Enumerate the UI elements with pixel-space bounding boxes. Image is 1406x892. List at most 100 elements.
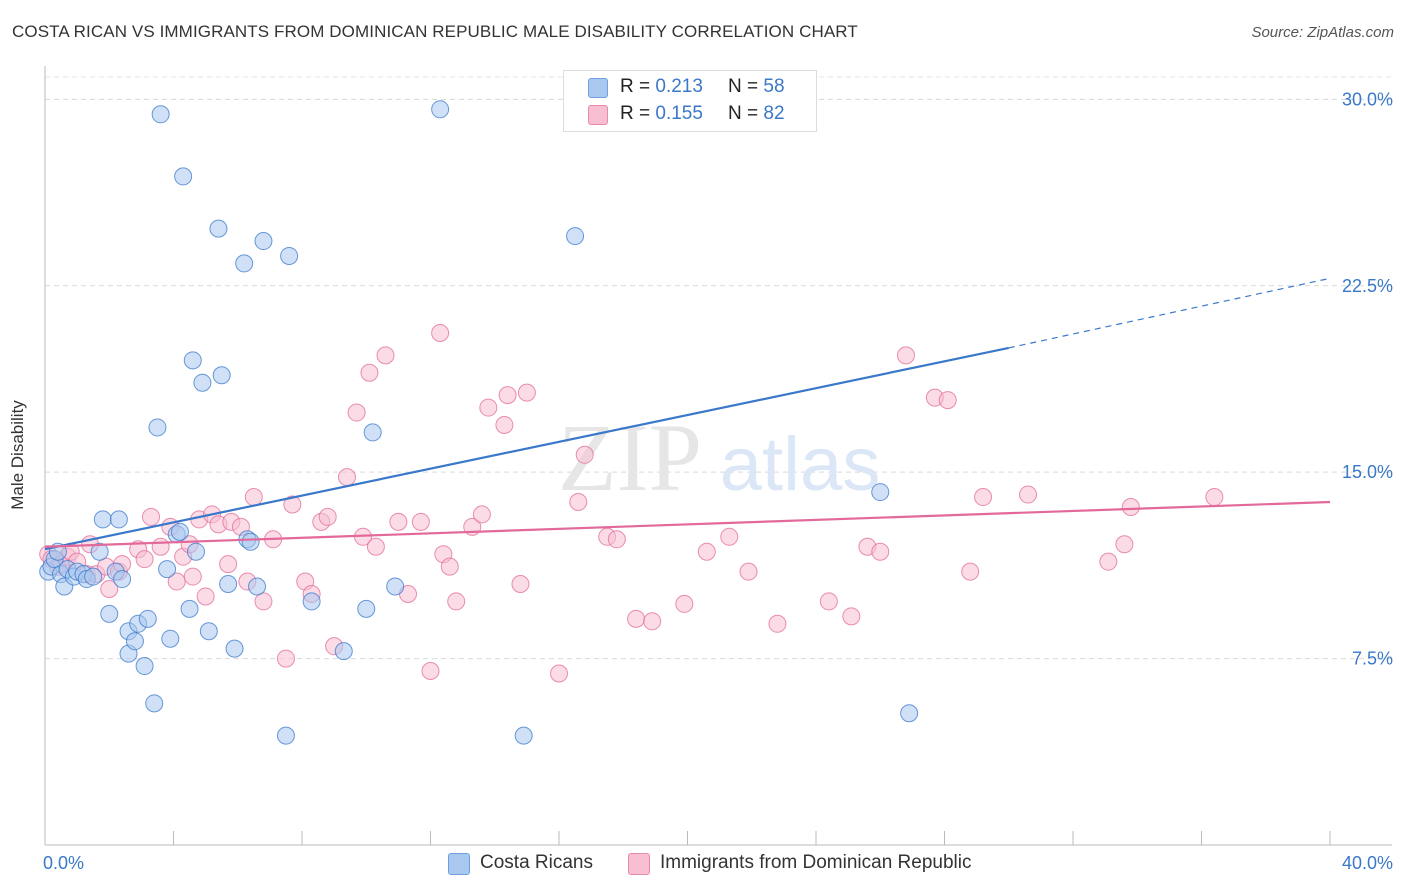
y-tick-label: 7.5% xyxy=(1352,649,1393,669)
data-point xyxy=(158,560,177,579)
data-point xyxy=(254,232,273,251)
data-point xyxy=(974,488,993,507)
data-point xyxy=(607,530,626,549)
data-point xyxy=(357,599,376,618)
data-point xyxy=(566,227,585,246)
data-point xyxy=(900,704,919,723)
data-point xyxy=(334,642,353,661)
data-point xyxy=(871,542,890,561)
data-point xyxy=(938,391,957,410)
data-point xyxy=(819,592,838,611)
data-point xyxy=(248,577,267,596)
data-point xyxy=(347,403,366,422)
data-point xyxy=(142,507,161,526)
data-point xyxy=(768,614,787,633)
data-point xyxy=(167,572,186,591)
data-point xyxy=(280,246,299,265)
data-point xyxy=(720,527,739,546)
data-point xyxy=(569,493,588,512)
data-point xyxy=(225,639,244,658)
data-point xyxy=(1019,485,1038,504)
data-point xyxy=(697,542,716,561)
data-point xyxy=(318,507,337,526)
data-point xyxy=(479,398,498,417)
data-point xyxy=(151,537,170,556)
data-point xyxy=(276,649,295,668)
data-point xyxy=(219,555,238,574)
tick-labels: 7.5% 15.0% 22.5% 30.0% 0.0% 40.0% xyxy=(43,89,1393,873)
data-point xyxy=(550,664,568,683)
legend-r-dominican: R = 0.155 xyxy=(620,103,703,124)
data-point xyxy=(193,373,212,392)
data-point xyxy=(431,324,450,342)
data-point xyxy=(302,592,321,611)
data-point xyxy=(1115,535,1134,554)
data-point xyxy=(244,488,263,507)
y-tick-label: 22.5% xyxy=(1342,276,1393,296)
y-axis-label: Male Disability xyxy=(8,400,27,510)
data-point xyxy=(1121,497,1140,516)
y-tick-label: 15.0% xyxy=(1342,462,1393,482)
data-point xyxy=(145,694,164,713)
data-point xyxy=(254,592,273,611)
data-point xyxy=(337,468,356,487)
legend-label-dominican: Immigrants from Dominican Republic xyxy=(660,852,972,873)
data-point xyxy=(196,587,215,606)
source-label: Source: ZipAtlas.com xyxy=(1251,24,1394,41)
data-point xyxy=(447,592,466,611)
data-point xyxy=(186,542,205,561)
data-point xyxy=(1205,488,1224,507)
legend-swatch-costa-rican xyxy=(588,78,608,98)
chart-title: COSTA RICAN VS IMMIGRANTS FROM DOMINICAN… xyxy=(12,22,858,41)
trend-extension-costa-rican xyxy=(1008,277,1331,349)
x-tick-label-min: 0.0% xyxy=(43,853,84,873)
data-point xyxy=(135,550,154,569)
data-point xyxy=(93,510,112,529)
data-point xyxy=(212,366,231,385)
data-point xyxy=(643,612,662,631)
legend-r-costa-rican: R = 0.213 xyxy=(620,76,703,97)
grid-lines xyxy=(45,76,1392,660)
data-point xyxy=(100,580,119,598)
legend-swatch-dominican xyxy=(588,105,608,125)
data-point xyxy=(90,542,109,561)
data-point xyxy=(366,537,385,556)
data-point xyxy=(389,512,408,531)
data-point xyxy=(138,609,157,628)
data-point xyxy=(199,622,218,641)
data-point xyxy=(1099,552,1118,571)
trend-line-costa-rican xyxy=(44,346,1009,551)
data-point xyxy=(209,219,228,238)
axes xyxy=(44,66,1392,846)
data-point xyxy=(235,254,254,273)
data-point xyxy=(575,445,594,464)
data-point xyxy=(183,351,202,370)
data-point xyxy=(148,418,167,437)
data-point xyxy=(161,629,180,648)
data-point xyxy=(109,510,128,529)
data-point xyxy=(84,567,103,586)
data-point xyxy=(739,562,758,581)
data-point xyxy=(283,495,302,514)
trend-line-dominican xyxy=(44,500,1331,548)
data-point xyxy=(627,609,646,628)
data-point xyxy=(219,575,238,594)
legend-swatch-costa-ricans xyxy=(448,853,470,875)
data-point xyxy=(871,483,890,502)
series-legend: Costa Ricans Immigrants from Dominican R… xyxy=(0,852,1406,876)
data-point xyxy=(170,522,189,541)
data-point xyxy=(511,575,530,594)
data-point xyxy=(386,577,405,596)
data-point xyxy=(961,562,980,581)
data-point xyxy=(842,607,861,626)
trend-lines xyxy=(44,277,1331,551)
legend-label-costa-ricans: Costa Ricans xyxy=(480,852,593,873)
data-point xyxy=(498,386,517,405)
data-point xyxy=(125,632,144,651)
data-point xyxy=(517,383,536,402)
data-point xyxy=(421,662,440,681)
correlation-legend: R = 0.213 N = 58 R = 0.155 N = 82 xyxy=(563,70,817,132)
data-point xyxy=(183,567,202,586)
watermark-atlas: atlas xyxy=(720,422,881,507)
data-point xyxy=(241,532,260,551)
